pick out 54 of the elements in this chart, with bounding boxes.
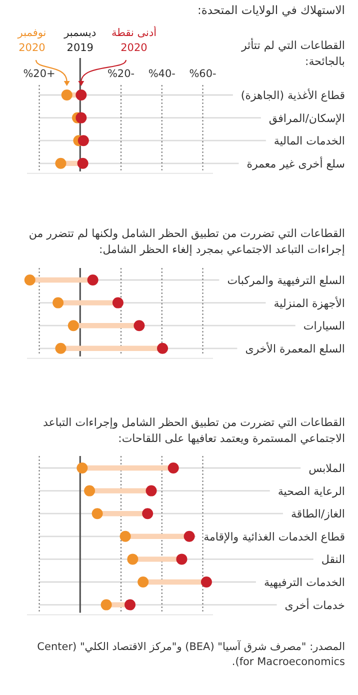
chart-subtitle: القطاعات التي تضررت من تطبيق الحظر الشامل وإجراءات التباعد الاجتماعي المستمرة ويعتمد تعافيها على اللقاحات: [42, 415, 345, 447]
y-tick-label: السيارات [303, 320, 345, 333]
point [55, 342, 66, 354]
point [168, 462, 179, 474]
text: القطاعات التي لم تتأثر بالجائحة: [240, 38, 345, 70]
y-tick-label: الرعاية الصحية [278, 484, 345, 498]
point [84, 485, 96, 496]
point [184, 530, 195, 542]
point [77, 158, 88, 169]
point [78, 135, 89, 146]
point [138, 576, 149, 588]
point [200, 576, 212, 588]
y-tick-label: النقل [321, 553, 345, 566]
point [55, 158, 66, 169]
y-tick-label: السلع المعمرة الأخرى [245, 341, 345, 356]
y-tick-label: الخدمات المالية [274, 134, 345, 148]
point [76, 90, 87, 100]
point [61, 90, 72, 100]
point [68, 320, 79, 332]
point [120, 530, 131, 542]
y-tick-label: السلع الترفيهية والمركبات [227, 274, 345, 287]
point [127, 554, 138, 565]
x-tick-label: %40- [148, 68, 176, 80]
text: المصدر: "مصرف شرق آسيا" (BEA) و"مركز الاقتصاد الكلي" (Center for Macroeconomics). [36, 640, 345, 670]
point [112, 297, 124, 308]
y-tick-label: قطاع الخدمات الغذائية والإقامة [204, 530, 345, 544]
point [92, 508, 103, 520]
point [142, 508, 154, 520]
y-tick-label: الغاز/الطاقة [290, 508, 345, 521]
point [157, 342, 168, 354]
ref-line-label: ديسمبر 2019 [62, 26, 98, 56]
x-tick-label: %20+ [23, 68, 56, 80]
text: الاستهلاك في الولايات المتحدة: [196, 2, 345, 19]
y-tick-label: الملابس [308, 462, 345, 475]
point [76, 462, 88, 474]
chart-subtitle: القطاعات التي تضررت من تطبيق الحظر الشامل ولكنها لم تتضرر من إجراءات التباعد الاجتماعي بمجرد إلغاء الحظر الشامل: [28, 226, 345, 258]
y-tick-label: الإسكان/المرافق [268, 112, 345, 125]
text: نوفمبر 2020 [16, 26, 48, 56]
point [124, 599, 136, 610]
y-tick-label: سلع أخرى غير معمرة [246, 156, 345, 170]
y-tick-label: قطاع الأغذية (الجاهزة) [240, 88, 345, 102]
point [52, 297, 64, 308]
point [87, 274, 98, 286]
x-tick-label: %60- [189, 68, 217, 80]
point [100, 599, 112, 610]
x-tick-label: %20- [107, 68, 135, 80]
y-tick-label: خدمات أخرى [284, 598, 345, 612]
point [176, 554, 188, 565]
y-tick-label: الأجهزة المنزلية [274, 296, 345, 310]
point [24, 274, 36, 286]
y-tick-label: الخدمات الترفيهية [264, 576, 345, 589]
point [146, 485, 157, 496]
point [76, 112, 87, 124]
point [134, 320, 145, 332]
